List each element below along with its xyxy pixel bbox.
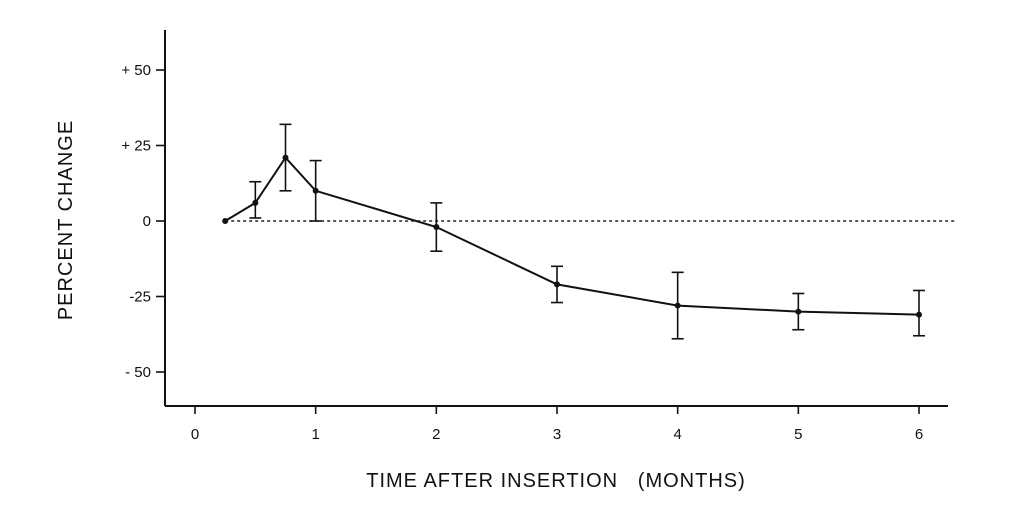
data-point	[795, 308, 802, 315]
y-tick-label: - 50	[125, 364, 151, 381]
y-tick-label: + 25	[121, 138, 151, 155]
data-point	[312, 187, 319, 194]
x-tick-label: 3	[553, 426, 561, 443]
x-tick-label: 2	[432, 426, 440, 443]
data-point	[222, 218, 229, 224]
x-tick-label: 4	[673, 426, 681, 443]
y-tick-label: + 50	[121, 62, 151, 79]
data-point	[554, 281, 560, 288]
data-point	[252, 199, 259, 206]
axes	[164, 30, 948, 407]
x-tick-label: 6	[915, 426, 923, 443]
ticks: + 50 + 25 0 -25 - 50 0 1 2 3 4 5 6	[121, 62, 923, 443]
y-axis-title: PERCENT CHANGE	[55, 120, 77, 320]
data-point	[282, 154, 289, 161]
x-tick-label: 1	[311, 426, 319, 443]
x-axis-title: TIME AFTER INSERTION (MONTHS)	[366, 470, 746, 492]
y-tick-label: -25	[129, 289, 151, 306]
data-point	[674, 302, 681, 309]
data-point	[916, 311, 922, 318]
y-axis-title-group: PERCENT CHANGE	[55, 120, 77, 320]
y-tick-label: 0	[143, 213, 151, 230]
series	[222, 123, 925, 340]
x-tick-label: 5	[794, 426, 802, 443]
series-line	[224, 155, 920, 316]
data-point	[433, 224, 440, 231]
x-tick-label: 0	[191, 426, 199, 443]
